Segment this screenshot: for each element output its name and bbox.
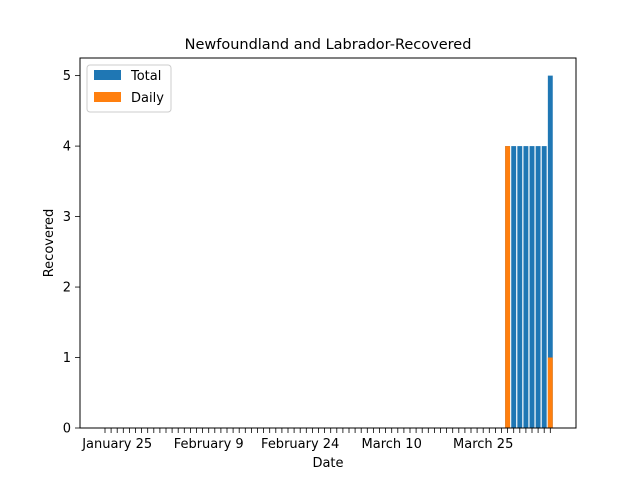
x-tick-label: February 24 xyxy=(261,437,339,452)
y-tick-label: 4 xyxy=(63,140,71,155)
bar-total xyxy=(535,146,541,428)
x-tick-label: February 9 xyxy=(174,437,244,452)
x-axis-label: Date xyxy=(312,456,343,471)
bar-total xyxy=(541,146,547,428)
bar-daily xyxy=(505,146,511,428)
bar-total xyxy=(529,146,535,428)
y-tick-label: 3 xyxy=(63,210,71,225)
legend-swatch-daily xyxy=(94,92,121,102)
bar-total xyxy=(517,146,523,428)
legend-label-total: Total xyxy=(130,69,161,84)
bar-total xyxy=(511,146,517,428)
chart-title: Newfoundland and Labrador-Recovered xyxy=(185,37,472,53)
legend: Total Daily xyxy=(86,64,172,113)
x-tick-label: March 25 xyxy=(453,437,513,452)
y-tick-label: 5 xyxy=(63,69,71,84)
legend-label-daily: Daily xyxy=(131,91,164,106)
series-daily-bars xyxy=(505,146,553,428)
y-axis-label: Recovered xyxy=(42,209,57,278)
y-tick-label: 1 xyxy=(63,351,71,366)
y-tick-label: 0 xyxy=(63,422,71,437)
bar-daily xyxy=(547,357,553,428)
x-tick-label: March 10 xyxy=(362,437,422,452)
y-axis-ticks: 0 1 2 3 4 5 xyxy=(63,69,80,437)
plot-frame xyxy=(79,57,577,429)
legend-swatch-total xyxy=(94,70,121,80)
y-tick-label: 2 xyxy=(63,281,71,296)
x-axis-ticks: January 25 February 9 February 24 March 10 M… xyxy=(81,428,551,452)
bar-total xyxy=(523,146,529,428)
bar-total xyxy=(547,75,553,428)
x-tick-label: January 25 xyxy=(81,437,152,452)
plot-area xyxy=(80,58,576,428)
